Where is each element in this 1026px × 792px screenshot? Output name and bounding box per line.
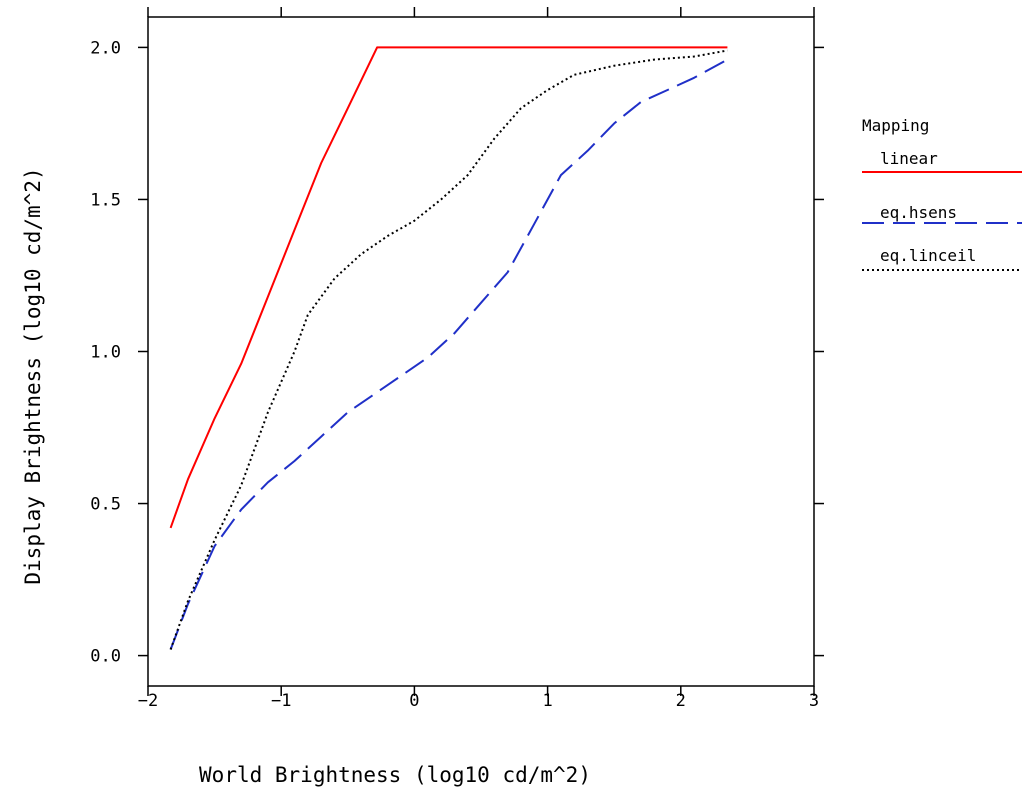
legend-entries: linear eq.hsens eq.linceil <box>862 149 1022 271</box>
x-tick-label: −1 <box>271 691 291 711</box>
series-line-eq-hsens <box>169 58 728 650</box>
x-tick-label: 1 <box>542 691 552 711</box>
legend-label: eq.linceil <box>880 246 976 265</box>
legend: Mapping linear eq.hsens eq.linceil <box>862 116 1022 271</box>
series-line-linear <box>169 46 728 529</box>
x-tick-label: 3 <box>809 691 819 711</box>
legend-title: Mapping <box>862 116 929 135</box>
legend-label: linear <box>880 149 938 168</box>
series-lines <box>169 46 728 650</box>
y-tick-label: 0.5 <box>90 495 121 515</box>
x-axis-title: World Brightness (log10 cd/m^2) <box>199 763 591 787</box>
y-tick-label: 1.0 <box>90 343 121 363</box>
series-line-eq-linceil <box>169 49 728 650</box>
x-tick-label: 2 <box>676 691 686 711</box>
x-tick-label: 0 <box>409 691 419 711</box>
y-tick-label: 2.0 <box>90 38 121 58</box>
axis-tick-labels: −2 −1 0 1 2 3 0.0 0.5 1.0 1.5 2.0 <box>90 38 819 711</box>
legend-label: eq.hsens <box>880 203 957 222</box>
y-tick-label: 0.0 <box>90 647 121 667</box>
y-axis-title: Display Brightness (log10 cd/m^2) <box>21 167 45 584</box>
plot-frame <box>147 16 815 687</box>
y-tick-label: 1.5 <box>90 190 121 210</box>
x-tick-label: −2 <box>138 691 158 711</box>
axis-ticks <box>138 7 824 696</box>
